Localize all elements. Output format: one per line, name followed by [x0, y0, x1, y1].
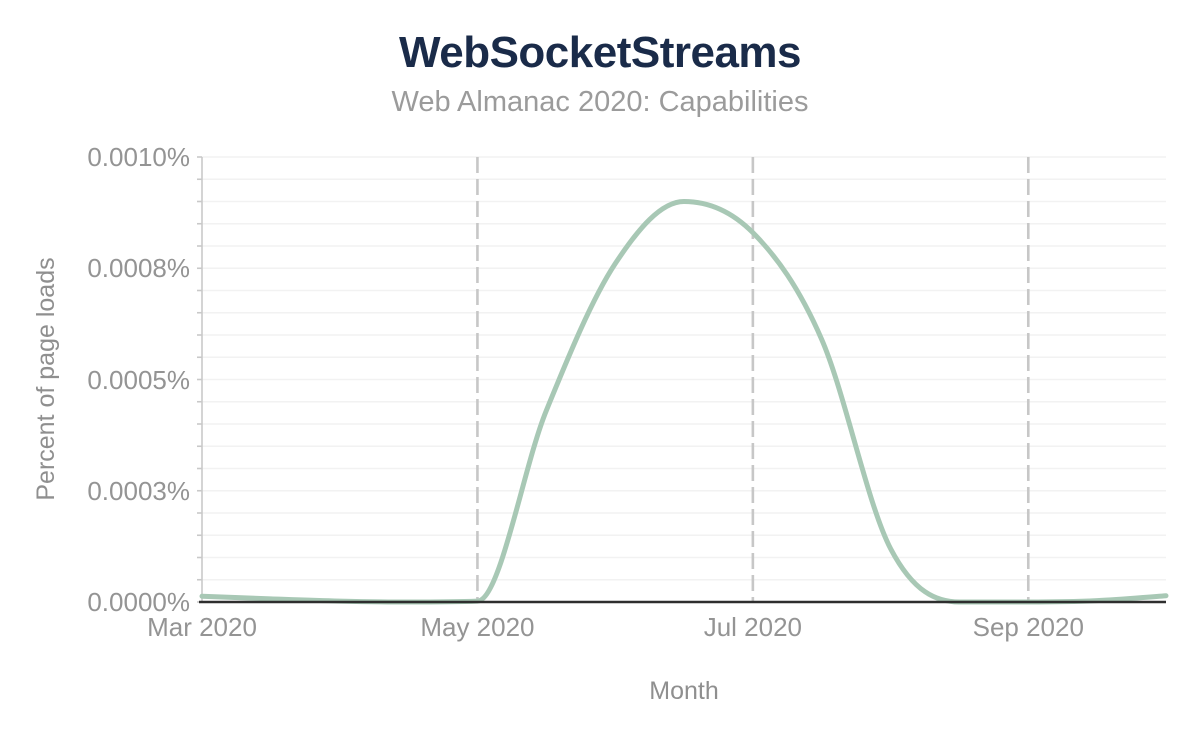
chart-title: WebSocketStreams	[398, 28, 802, 77]
y-tick-label: 0.0008%	[87, 253, 190, 284]
x-tick-label: May 2020	[420, 612, 535, 642]
x-tick-label: Jul 2020	[703, 612, 802, 642]
y-tick-label: 0.0003%	[87, 475, 190, 506]
y-tick-label: 0.0010%	[87, 142, 190, 172]
x-axis-title: Month	[649, 677, 719, 705]
x-tick-label: Sep 2020	[972, 612, 1084, 642]
chart-subtitle: Web Almanac 2020: Capabilities	[391, 86, 809, 118]
y-tick-label: 0.0005%	[87, 364, 190, 395]
x-tick-label: Mar 2020	[147, 612, 257, 642]
y-tick-label: 0.0000%	[87, 587, 190, 617]
